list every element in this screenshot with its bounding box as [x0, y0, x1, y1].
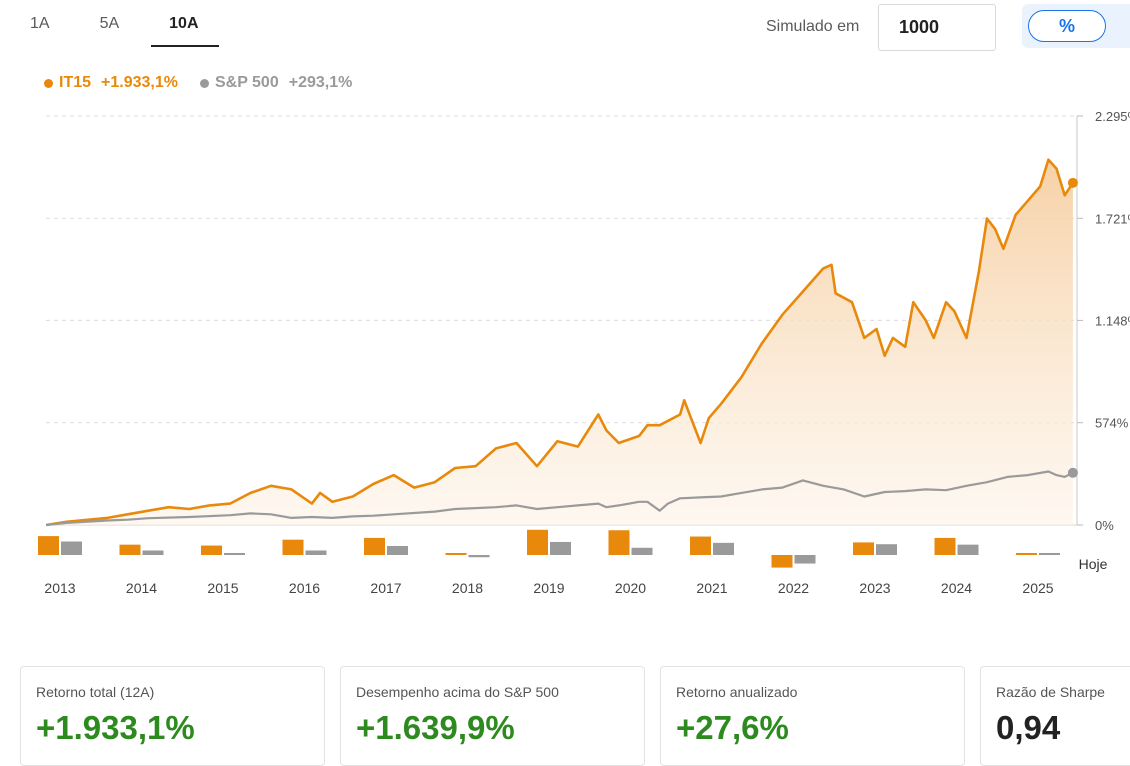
it15-year-bar	[608, 530, 630, 555]
tab-1a[interactable]: 1A	[30, 15, 50, 32]
tab-5a[interactable]: 5A	[99, 15, 120, 32]
sp500-year-bar	[876, 544, 897, 555]
stat-card-total-return: Retorno total (12A) +1.933,1%	[20, 666, 325, 766]
x-year-label: 2015	[207, 580, 238, 596]
today-label: Hoje	[1079, 556, 1108, 572]
it15-year-bar	[119, 544, 141, 555]
performance-chart: 0% 574% 1.148% 1.721% 2.295% 2013 2014 2015 2016…	[38, 109, 1130, 596]
x-year-label: 2018	[452, 580, 483, 596]
it15-year-bar	[445, 553, 467, 555]
chart-legend: IT15 +1.933,1% S&P 500 +293,1%	[44, 74, 374, 92]
sp500-year-bar	[224, 553, 245, 555]
it15-last-point	[1067, 177, 1078, 188]
x-year-label: 2019	[533, 580, 564, 596]
simulation-amount-input[interactable]	[878, 4, 996, 51]
sp500-year-bar	[142, 550, 164, 555]
sp500-year-bar	[713, 542, 734, 555]
it15-year-bar	[853, 542, 874, 555]
y-tick-label: 574%	[1095, 416, 1129, 431]
legend-item-it15[interactable]: IT15 +1.933,1%	[44, 74, 178, 92]
sp500-year-bar	[1039, 553, 1060, 555]
legend-item-sp500[interactable]: S&P 500 +293,1%	[199, 74, 353, 92]
it15-year-bar	[38, 536, 59, 555]
percent-toggle-button[interactable]: %	[1028, 10, 1106, 42]
stat-value: +1.639,9%	[356, 709, 515, 746]
stat-label: Desempenho acima do S&P 500	[356, 684, 559, 700]
area-layer	[46, 159, 1073, 525]
it15-year-bar	[934, 537, 956, 555]
stat-value: +27,6%	[676, 709, 789, 746]
stat-card-annualized-return: Retorno anualizado +27,6%	[660, 666, 965, 766]
sp500-year-bar	[61, 541, 82, 555]
y-tick-label: 1.721%	[1095, 211, 1130, 226]
x-year-label: 2025	[1022, 580, 1053, 596]
x-year-label: 2020	[615, 580, 646, 596]
it15-year-bar	[364, 537, 385, 555]
legend-dot-icon	[199, 78, 209, 88]
it15-year-bar	[1016, 553, 1037, 555]
legend-series-name: S&P 500	[214, 74, 279, 91]
unit-toggle-group: %	[1022, 4, 1130, 48]
stat-label: Retorno anualizado	[676, 684, 798, 700]
sp500-last-point	[1067, 467, 1078, 478]
stat-card-outperformance: Desempenho acima do S&P 500 +1.639,9%	[340, 666, 645, 766]
legend-series-name: IT15	[59, 74, 92, 91]
stat-value: 0,94	[996, 709, 1061, 746]
sp500-year-bar	[794, 555, 816, 564]
x-year-label: 2014	[126, 580, 157, 596]
stat-label: Razão de Sharpe	[996, 684, 1105, 700]
legend-series-value: +293,1%	[288, 74, 353, 91]
sp500-year-bar	[631, 547, 653, 555]
x-year-label: 2023	[859, 580, 890, 596]
yearly-bars	[38, 529, 1060, 568]
it15-area-fill	[46, 159, 1073, 525]
tab-10a[interactable]: 10A	[151, 0, 219, 48]
legend-series-value: +1.933,1%	[101, 74, 178, 91]
range-tabs: 1A 5A 10A	[22, 0, 231, 48]
sp500-year-bar	[550, 541, 571, 555]
y-tick-label: 1.148%	[1095, 313, 1130, 328]
it15-year-bar	[527, 529, 548, 555]
y-tick-label: 0%	[1095, 518, 1114, 533]
x-year-label: 2017	[370, 580, 401, 596]
x-year-label: 2021	[696, 580, 727, 596]
it15-year-bar	[282, 539, 304, 555]
simulation-label: Simulado em	[766, 18, 860, 35]
y-tick-label: 2.295%	[1095, 109, 1130, 124]
it15-year-bar	[771, 555, 793, 568]
x-year-label: 2013	[44, 580, 75, 596]
sp500-year-bar	[387, 546, 408, 555]
it15-year-bar	[201, 545, 222, 555]
x-year-label: 2024	[941, 580, 972, 596]
sp500-year-bar	[468, 555, 490, 558]
sp500-series-line	[45, 470, 1074, 527]
line-layer	[45, 158, 1078, 527]
x-year-label: 2016	[289, 580, 320, 596]
it15-series-line	[45, 158, 1074, 527]
stat-label: Retorno total (12A)	[36, 684, 155, 700]
legend-dot-icon	[44, 78, 53, 88]
sp500-year-bar	[305, 550, 327, 555]
sp500-year-bar	[957, 544, 979, 555]
it15-year-bar	[690, 536, 711, 555]
stat-card-sharpe-ratio: Razão de Sharpe 0,94	[980, 666, 1130, 766]
stat-value: +1.933,1%	[36, 709, 195, 746]
x-year-label: 2022	[778, 580, 809, 596]
axis-labels: 0% 574% 1.148% 1.721% 2.295% 2013 2014 2015 2016…	[44, 109, 1130, 596]
